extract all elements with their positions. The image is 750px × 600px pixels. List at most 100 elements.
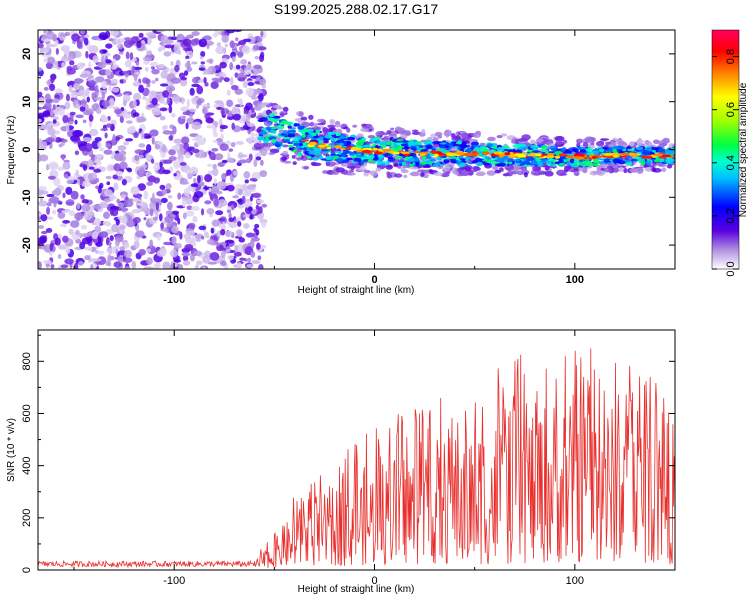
spectrogram-cell: [171, 95, 181, 102]
spectrogram-cell: [598, 160, 606, 165]
spectrogram-cell: [119, 246, 126, 251]
spectrogram-cell: [327, 124, 337, 128]
spectrogram-cell: [603, 158, 611, 163]
spectrogram-cell: [363, 169, 371, 173]
spectrogram-cell: [167, 195, 173, 199]
spectrogram-cell: [38, 91, 43, 97]
spectrogram-cell: [38, 118, 42, 123]
spectrogram-cell: [246, 257, 252, 263]
spectrogram-cell: [252, 89, 263, 95]
spectrogram-cell: [572, 156, 584, 159]
colorbar-tick-label: 0.8: [725, 49, 737, 64]
spectrogram-cell: [432, 163, 439, 168]
spectrogram-cell: [229, 40, 235, 49]
spectrogram-cell: [202, 255, 211, 264]
spectrogram-cell: [187, 230, 196, 236]
spectrogram-cell: [566, 150, 572, 154]
spectrogram-cell: [49, 110, 54, 117]
spectrogram-cell: [566, 154, 574, 159]
spectrogram-cell: [39, 235, 47, 244]
spectrogram-cell: [325, 156, 332, 161]
spectrogram-cell: [45, 216, 54, 220]
spectrogram-cell: [92, 172, 98, 179]
spectrogram-cell: [425, 144, 434, 150]
spectrogram-cell: [136, 116, 147, 123]
spectrogram-cell: [120, 194, 127, 199]
spectrogram-cell: [666, 164, 673, 169]
spectrogram-cell: [103, 149, 113, 155]
spectrogram-cell: [78, 261, 84, 266]
spectrogram-cell: [194, 264, 200, 269]
snr-panel: -100 0 100 0 200 400 600 800 Height of straight…: [6, 329, 676, 595]
spectrogram-cell: [479, 142, 486, 146]
spectrogram-cell: [148, 54, 155, 59]
spectrogram-cell: [54, 39, 59, 47]
spectrogram-cell: [181, 252, 191, 257]
spectrogram-cell: [173, 173, 177, 177]
spectrogram-cell: [637, 158, 646, 162]
spectrogram-cell: [143, 266, 154, 269]
spectrogram-cell: [211, 147, 219, 152]
spectrogram-cell: [115, 170, 123, 176]
spectrogram-cell: [186, 44, 192, 51]
spectrogram-cell: [168, 149, 176, 156]
spectrogram-cell: [336, 157, 344, 162]
spectrogram-cell: [111, 64, 118, 70]
spectrogram-cell: [336, 139, 345, 144]
spectrogram-cell: [204, 200, 212, 205]
spectrogram-cell: [201, 104, 211, 108]
spectrogram-cell: [172, 160, 182, 169]
colorbar: 0.0 0.2 0.4 0.6 0.8 Normalized spectral ampl…: [711, 29, 749, 277]
spectrogram-cell: [232, 195, 240, 199]
spectrogram-cells: [38, 30, 675, 269]
spectrogram-cell: [76, 138, 81, 145]
spectrogram-cell: [62, 138, 68, 143]
spectrogram-cell: [62, 219, 71, 224]
spectrogram-cell: [57, 253, 62, 260]
spectrogram-cell: [532, 165, 541, 172]
spectrogram-cell: [184, 152, 191, 159]
spectrogram-cell: [236, 229, 243, 237]
spectrogram-cell: [49, 242, 54, 252]
spectrogram-cell: [46, 30, 55, 40]
spectrogram-cell: [226, 99, 233, 108]
spectrogram-cell: [323, 151, 328, 154]
spectrogram-cell: [94, 84, 99, 92]
spectrogram-cell: [387, 156, 393, 160]
spectrogram-cell: [154, 143, 160, 150]
spectrogram-cell: [539, 158, 549, 161]
spectrogram-cell: [159, 83, 169, 87]
spectrogram-cell: [202, 106, 207, 115]
spectrogram-cell: [132, 99, 137, 108]
spectrogram-cell: [137, 205, 141, 209]
spectrogram-cell: [147, 104, 156, 108]
spectrogram-cell: [214, 79, 223, 83]
spectrogram-cell: [155, 77, 159, 82]
spectrogram-cell: [377, 154, 383, 158]
colorbar-tick-label: 0.2: [725, 208, 737, 223]
spectrogram-cell: [84, 142, 93, 152]
spectrogram-cell: [585, 147, 593, 152]
spectrogram-cell: [573, 160, 580, 163]
spectrogram-cell: [189, 166, 199, 175]
spectrogram-xtick-label: 0: [371, 274, 377, 286]
spectrogram-cell: [612, 154, 619, 158]
spectrogram-cell: [145, 143, 152, 153]
spectrogram-cell: [458, 158, 467, 161]
spectrogram-cell: [49, 83, 56, 92]
spectrogram-cell: [308, 114, 314, 120]
spectrogram-cell: [558, 153, 567, 157]
spectrogram-cell: [92, 55, 99, 63]
spectrogram-cell: [370, 140, 375, 144]
spectrogram-cell: [592, 156, 597, 159]
spectrogram-cell: [245, 87, 255, 97]
spectrogram-cell: [265, 126, 272, 131]
spectrogram-cell: [123, 114, 132, 119]
spectrogram-cell: [490, 149, 495, 153]
spectrogram-cell: [237, 72, 245, 78]
spectrogram-cell: [166, 96, 171, 105]
spectrogram-cell: [65, 199, 75, 206]
spectrogram-cell: [38, 225, 45, 229]
spectrogram-cell: [82, 119, 87, 124]
spectrogram-cell: [118, 51, 124, 55]
